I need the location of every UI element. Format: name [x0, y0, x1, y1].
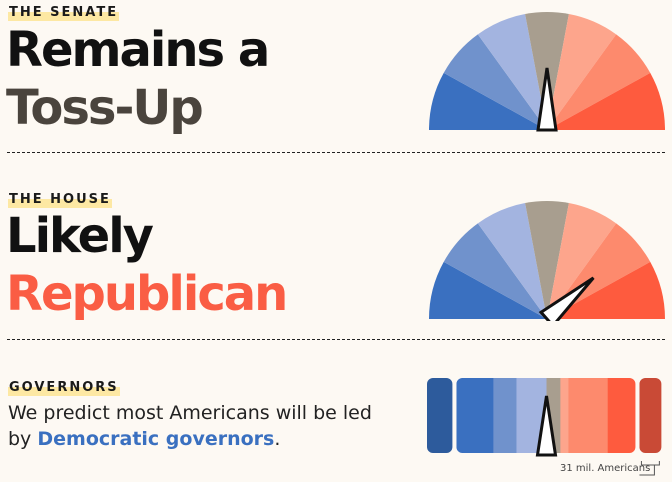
bar-segment-solid-dem — [456, 378, 494, 453]
bracket-icon — [639, 461, 660, 476]
gauge-sector-solid-republican — [547, 261, 665, 319]
divider — [7, 152, 665, 153]
bracket-label: 31 mil. Americans — [560, 463, 651, 474]
bar-segment-likely-dem — [493, 378, 517, 453]
bar-segment-solid-rep — [607, 378, 636, 453]
bar-segment-rep-not-up- — [639, 378, 662, 453]
governors-summary: We predict most Americans will be led by… — [8, 400, 388, 452]
gauge-sector-lean-republican — [547, 203, 617, 319]
senate-headline-line2: Toss-Up — [6, 80, 204, 136]
gauge-sector-likely-republican — [547, 34, 651, 130]
gauge-sector-solid-democratic — [429, 261, 547, 319]
governors-highlight: Democratic governors — [37, 428, 275, 450]
governor-pointer-icon — [535, 395, 558, 457]
house-kicker: THE HOUSE — [8, 192, 112, 208]
governors-text: We predict most Americans will be led by — [8, 402, 372, 450]
bar-segment-dem-not-up- — [427, 378, 453, 453]
house-gauge — [429, 201, 665, 321]
bar-segment-lean-rep — [560, 378, 569, 453]
senate-headline-line1: Remains a — [6, 22, 270, 78]
senate-gauge — [429, 12, 665, 132]
gauge-sector-lean-republican — [547, 14, 617, 131]
governors-kicker: GOVERNORS — [8, 380, 120, 396]
gauge-sector-solid-democratic — [429, 72, 547, 130]
gauge-sector-solid-republican — [547, 72, 665, 130]
gauge-pointer-icon — [536, 67, 558, 132]
gauge-pointer-icon — [538, 276, 595, 321]
bar-segment-likely-rep — [568, 378, 609, 453]
gauge-sector-lean-democratic — [477, 14, 547, 131]
house-headline-line2: Republican — [6, 266, 288, 322]
gauge-sector-likely-democratic — [443, 223, 547, 319]
gauge-sector-toss-up — [525, 201, 569, 319]
divider — [7, 339, 665, 340]
governors-text-end: . — [274, 428, 281, 450]
senate-kicker: THE SENATE — [8, 5, 120, 21]
gauge-sector-lean-democratic — [477, 203, 547, 319]
governors-bar-chart — [427, 378, 662, 476]
gauge-sector-likely-democratic — [443, 34, 547, 130]
house-headline-line1: Likely — [6, 208, 154, 264]
